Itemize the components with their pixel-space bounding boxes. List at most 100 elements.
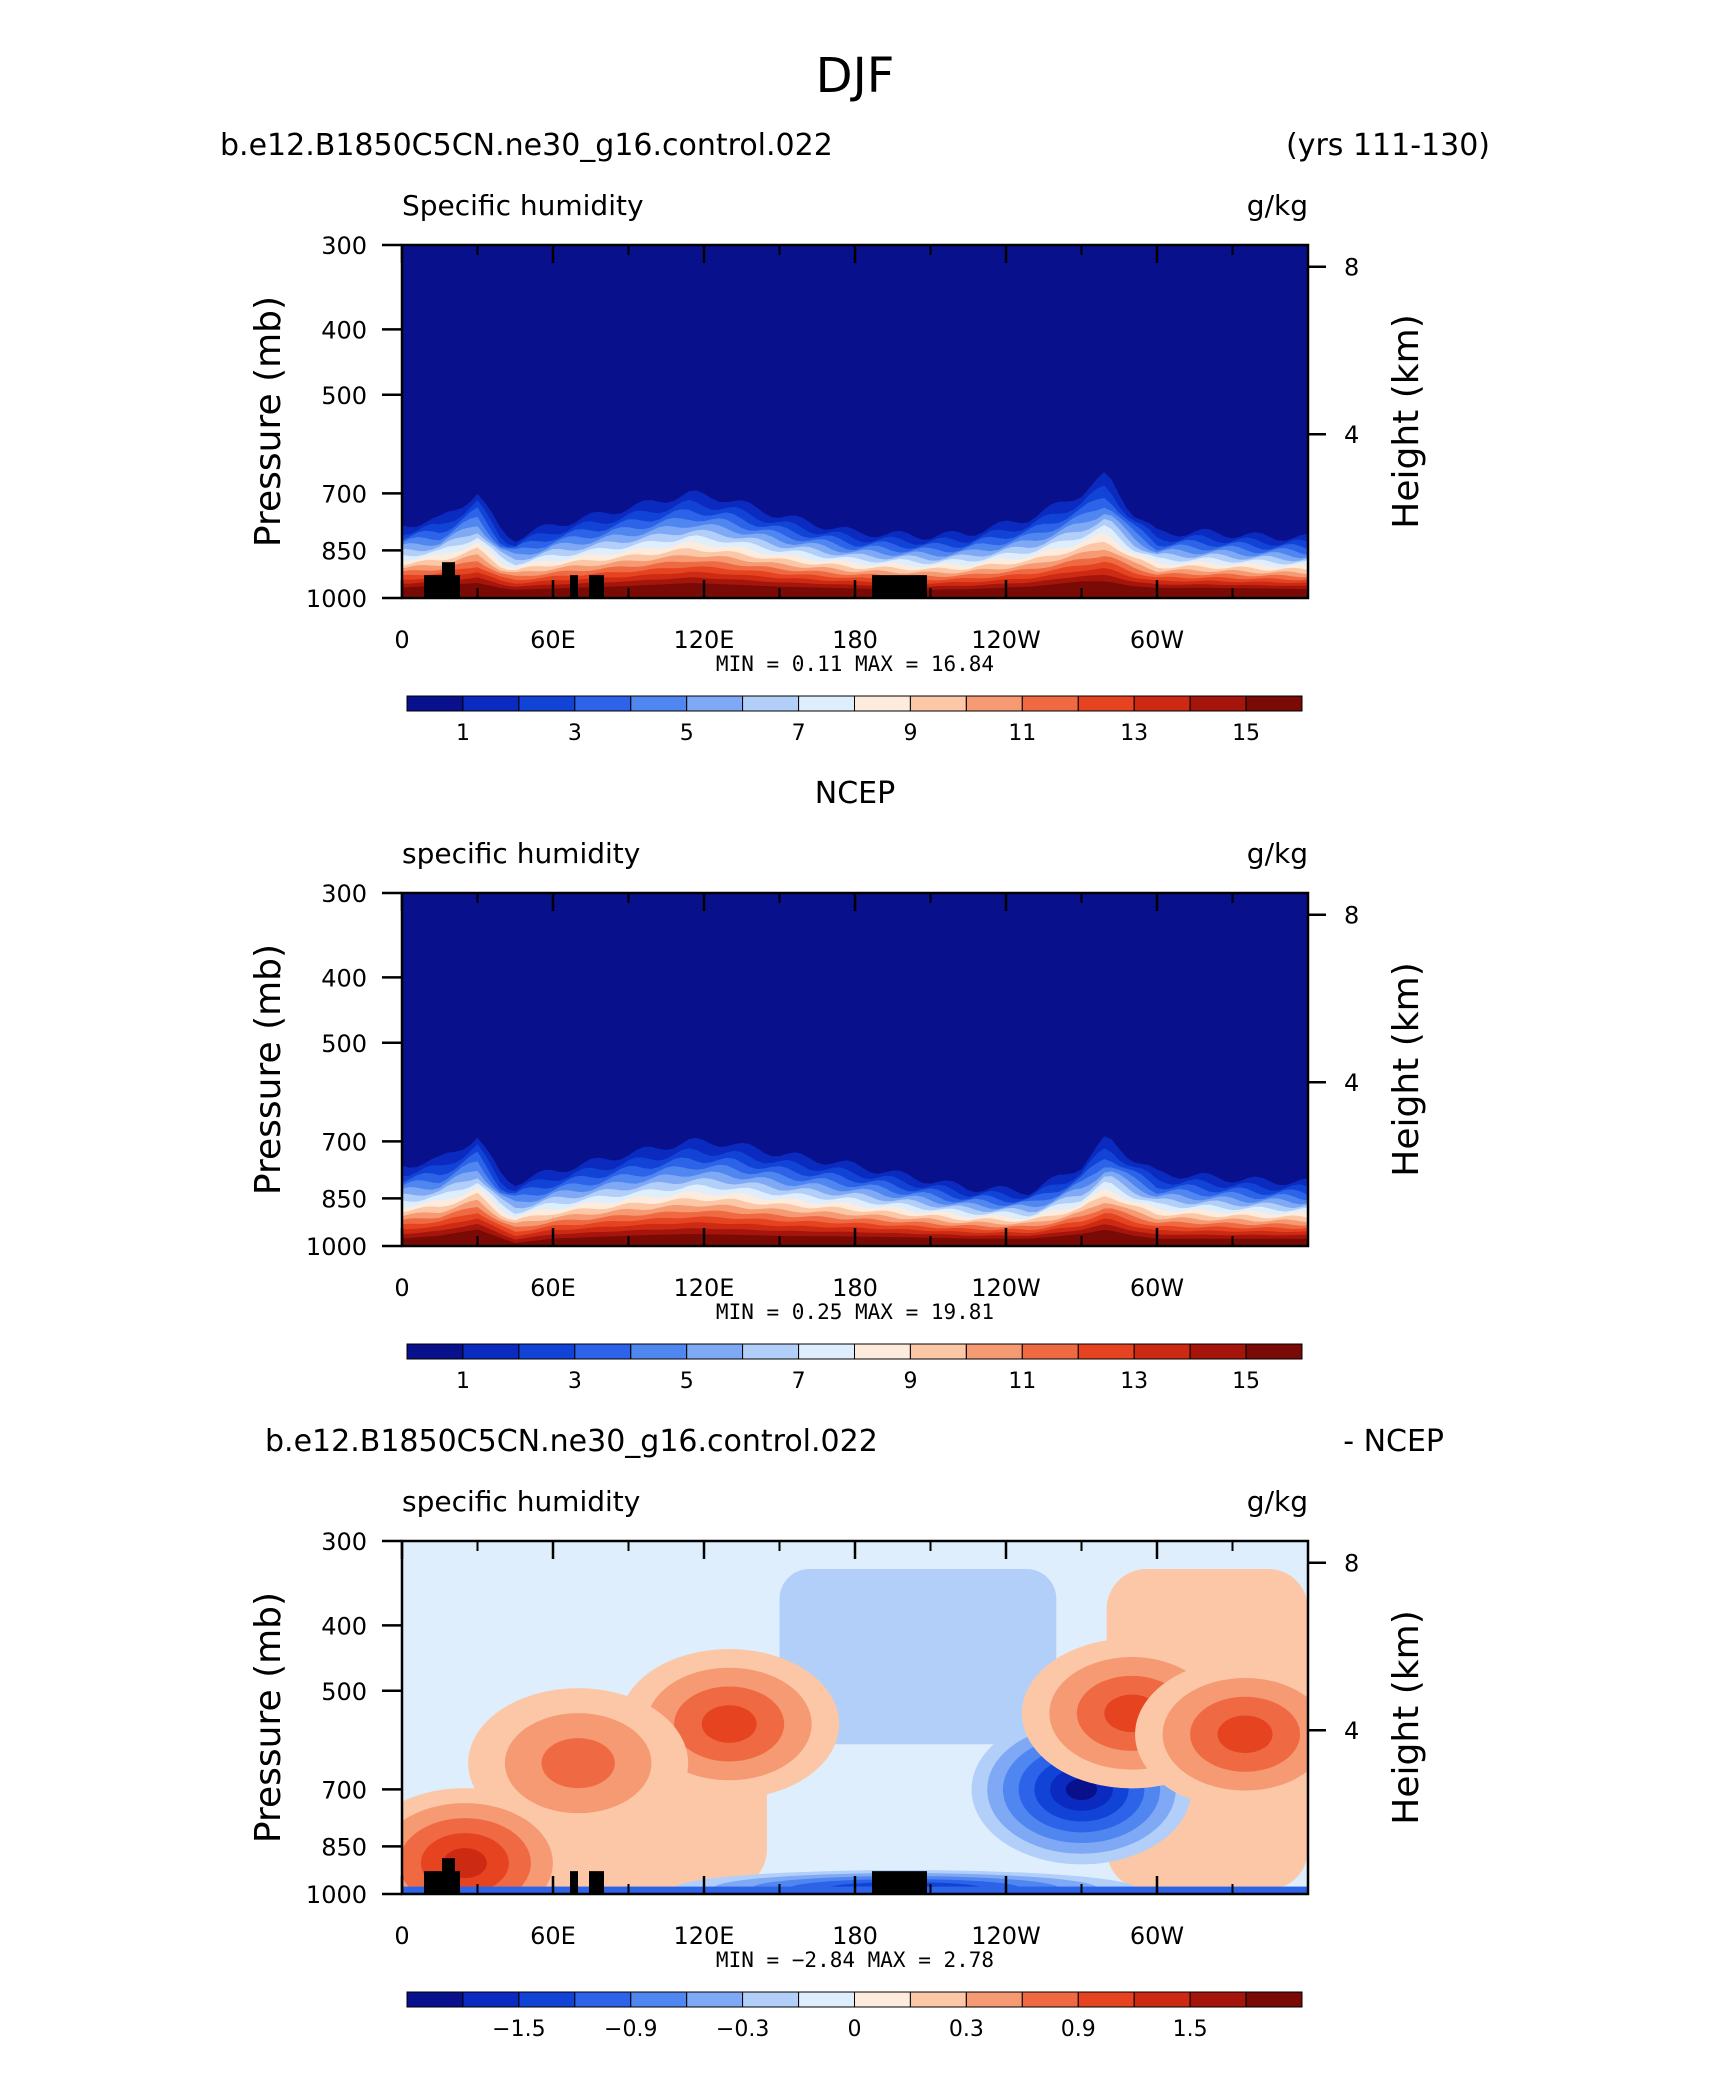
colorbar-box — [798, 1991, 855, 2008]
topography-mask — [424, 1871, 442, 1894]
y-tick-label: 700 — [321, 1776, 367, 1804]
colorbar-label: 7 — [792, 721, 806, 746]
topography-mask — [442, 1858, 455, 1894]
colorbar-box — [574, 1343, 632, 1360]
colorbar-box — [686, 1343, 744, 1360]
x-tick-label: 60E — [530, 626, 576, 654]
colorbar-label: 5 — [680, 1369, 694, 1394]
colorbar-box — [1133, 1991, 1191, 2008]
colorbar-label: 11 — [1008, 721, 1036, 746]
colorbar-box — [742, 695, 799, 712]
y-tick-label: 300 — [321, 232, 367, 260]
anomaly-contour-130-4 — [701, 1705, 757, 1743]
colorbar-box — [518, 695, 576, 712]
y-tick-label: 850 — [321, 537, 367, 565]
panel-header-right: - NCEP — [1343, 1424, 1444, 1459]
colorbar-label: 5 — [680, 721, 694, 746]
x-tick-label: 180 — [832, 1274, 878, 1302]
x-tick-label: 120E — [674, 626, 735, 654]
colorbar-label: 3 — [568, 1369, 582, 1394]
colorbar-label: −0.3 — [716, 2017, 769, 2042]
x-tick-label: 120W — [971, 1274, 1041, 1302]
topography-mask — [570, 1871, 578, 1894]
figure-title: DJF — [816, 48, 895, 104]
y-tick-label: 1000 — [306, 1881, 367, 1909]
x-tick-label: 180 — [832, 626, 878, 654]
y-tick-label: 400 — [321, 316, 367, 344]
y-tick-label: 400 — [321, 964, 367, 992]
colorbar-box — [1077, 695, 1135, 712]
y2-tick-label: 4 — [1344, 1069, 1359, 1097]
y2-axis-label: Height (km) — [1386, 1610, 1427, 1824]
topography-mask — [442, 562, 455, 598]
topography-mask — [455, 1871, 460, 1894]
colorbar-box — [630, 695, 688, 712]
colorbar-box — [909, 1343, 967, 1360]
colorbar-box — [742, 1343, 799, 1360]
colorbar-box — [630, 1343, 688, 1360]
colorbar-box — [1021, 695, 1079, 712]
y2-axis-label: Height (km) — [1386, 314, 1427, 528]
colorbar-box — [965, 1991, 1023, 2008]
colorbar-label: 0.3 — [949, 2017, 984, 2042]
y-tick-label: 500 — [321, 1030, 367, 1058]
colorbar-box — [1189, 695, 1247, 712]
colorbar-box — [574, 1991, 632, 2008]
colorbar-box — [1077, 1343, 1135, 1360]
colorbar-label: 7 — [792, 1369, 806, 1394]
colorbar-box — [854, 695, 911, 712]
topography-mask — [872, 1871, 927, 1894]
y-tick-label: 1000 — [306, 585, 367, 613]
colorbar-box — [854, 1343, 911, 1360]
colorbar-label: 15 — [1232, 1369, 1260, 1394]
colorbar-box — [574, 695, 632, 712]
y-tick-label: 700 — [321, 1128, 367, 1156]
colorbar-label: −1.5 — [492, 2017, 545, 2042]
min-max-readout: MIN = 0.11 MAX = 16.84 — [716, 652, 994, 676]
y-tick-label: 500 — [321, 1678, 367, 1706]
colorbar-box — [1189, 1343, 1247, 1360]
colorbar-box — [798, 695, 855, 712]
colorbar-box — [630, 1991, 688, 2008]
y2-tick-label: 8 — [1344, 1550, 1359, 1578]
heatmap-field — [402, 245, 1308, 598]
colorbar-box — [1133, 1343, 1191, 1360]
colorbar-box — [1245, 695, 1303, 712]
topography-mask — [872, 575, 927, 598]
x-tick-label: 120W — [971, 1922, 1041, 1950]
y-axis-label: Pressure (mb) — [248, 944, 289, 1195]
anomaly-contour-335-4 — [1217, 1715, 1273, 1754]
panels: b.e12.B1850C5CN.ne30_g16.control.022 (yrs… — [220, 128, 1490, 2042]
y2-tick-label: 4 — [1344, 1717, 1359, 1745]
y2-tick-label: 4 — [1344, 421, 1359, 449]
y-tick-label: 700 — [321, 480, 367, 508]
x-tick-label: 0 — [394, 1274, 409, 1302]
x-tick-label: 120W — [971, 626, 1041, 654]
topography-mask — [589, 1871, 604, 1894]
colorbar-box — [742, 1991, 799, 2008]
panel-3: b.e12.B1850C5CN.ne30_g16.control.022 - NC… — [248, 1424, 1444, 2042]
x-tick-label: 0 — [394, 626, 409, 654]
colorbar-box — [406, 1991, 464, 2008]
topography-mask — [570, 575, 578, 598]
y-tick-label: 1000 — [306, 1233, 367, 1261]
colorbar-box — [462, 695, 520, 712]
panel-header-left: b.e12.B1850C5CN.ne30_g16.control.022 — [220, 128, 833, 163]
right-title: g/kg — [1247, 189, 1308, 222]
panel-header-left: b.e12.B1850C5CN.ne30_g16.control.022 — [265, 1424, 878, 1459]
x-tick-label: 60E — [530, 1922, 576, 1950]
x-tick-label: 60E — [530, 1274, 576, 1302]
y2-tick-label: 8 — [1344, 254, 1359, 282]
colorbar-box — [1245, 1343, 1303, 1360]
colorbar-box — [518, 1343, 576, 1360]
y2-axis-label: Height (km) — [1386, 962, 1427, 1176]
topography-mask — [424, 575, 442, 598]
panel-header-center: NCEP — [815, 776, 895, 811]
left-title: Specific humidity — [402, 189, 644, 222]
x-tick-label: 60W — [1130, 1274, 1184, 1302]
y-tick-label: 850 — [321, 1833, 367, 1861]
x-tick-label: 60W — [1130, 626, 1184, 654]
colorbar-box — [909, 1991, 967, 2008]
